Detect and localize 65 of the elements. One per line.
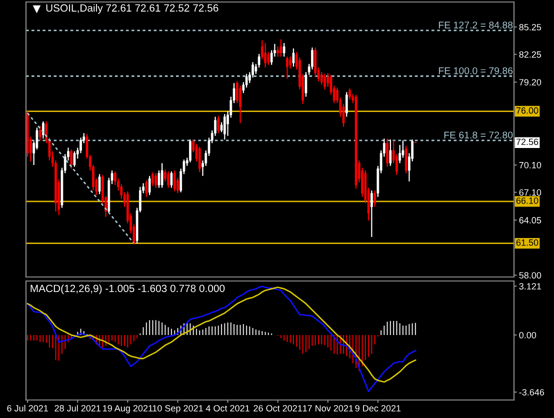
ref-line-label: 66.10 [516,197,538,204]
candlestick [264,42,266,68]
candlestick [160,162,164,188]
ref-line-label: FE 127.2 = 84.88 [438,22,513,28]
x-tick-label: 19 Aug 2021 [103,405,153,414]
ref-line-label: 76.00 [516,107,538,114]
candlestick [73,150,76,168]
chart-title: USOIL,Daily 72.61 72.61 72.52 72.56 [46,4,218,14]
candlestick [198,146,201,173]
x-tick-label: 9 Dec 2021 [355,405,401,412]
candlestick [404,145,408,174]
candlestick [276,46,279,58]
candlestick [374,190,376,208]
x-tick-label: 17 Nov 2021 [302,405,354,412]
annotation: 72.56 [516,138,538,146]
ref-line-label: 61.50 [516,239,538,246]
y-tick-label: 85.25 [519,24,542,30]
x-tick-label: 4 Oct 2021 [206,405,250,412]
candlestick [314,46,317,78]
candlestick [145,180,148,198]
y-tick-label: 82.25 [519,51,542,58]
candlestick [386,138,388,168]
candlestick [223,113,226,140]
candlestick [286,56,288,80]
candlestick [42,120,44,140]
ref-line-label: FE 100.0 = 79.86 [438,67,513,74]
candlestick [280,38,282,58]
candlestick [148,175,151,196]
candlestick [152,172,154,186]
y-tick-label: 64.05 [519,217,542,224]
candlestick [320,72,323,86]
candlestick [348,88,351,100]
y-tick-label: 0.00 [519,332,536,338]
y-tick-label: 58.00 [519,272,542,279]
x-tick-label: 28 Jul 2021 [54,404,101,412]
candlestick [398,144,401,164]
chart-title: MACD(12,26,9) -1.005 -1.603 0.778 0.000 [30,284,225,294]
candlestick [345,92,348,118]
candlestick [173,170,176,192]
candlestick [154,172,157,188]
candlestick [70,148,73,170]
x-tick-label: 10 Sep 2021 [152,405,203,414]
y-tick-label: 67.10 [519,189,542,196]
candlestick [170,170,173,188]
y-tick-label: 70.10 [519,162,542,168]
candlestick [158,170,160,188]
candlestick [38,125,42,141]
candlestick [239,85,242,124]
candlestick [189,138,192,163]
candlestick [389,138,392,166]
candlestick [217,115,220,134]
candlestick [324,73,326,90]
y-tick-label: 3.121 [519,283,542,290]
candlestick [370,190,373,238]
candlestick [98,174,101,195]
y-tick-label: 79.20 [519,79,542,86]
candlestick [282,42,286,58]
candlestick [292,48,295,68]
candlestick [289,56,292,70]
candlestick [267,52,270,66]
x-tick-label: 6 Jul 2021 [7,404,48,412]
candlestick [167,170,170,188]
x-tick-label: 26 Oct 2021 [254,405,302,412]
y-tick-label: -3.646 [519,389,544,396]
ref-line-label: FE 61.8 = 72.80 [444,132,513,138]
